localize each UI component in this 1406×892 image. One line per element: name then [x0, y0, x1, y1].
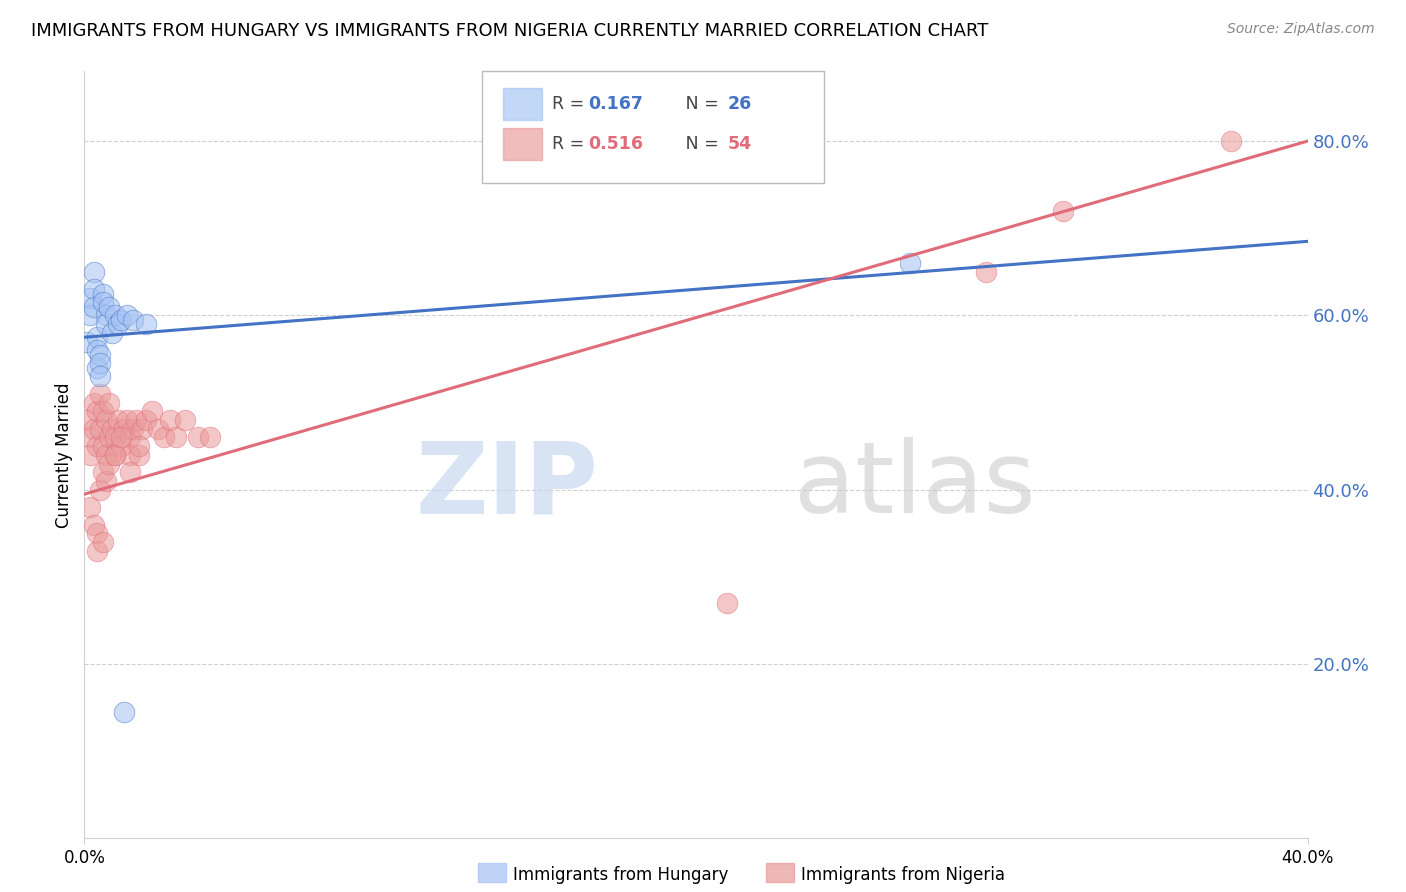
Text: 0.516: 0.516	[588, 136, 644, 153]
Point	[153, 430, 176, 444]
Point	[83, 265, 105, 279]
Point	[91, 439, 114, 453]
Point	[94, 309, 117, 323]
Point	[107, 413, 129, 427]
Text: IMMIGRANTS FROM HUNGARY VS IMMIGRANTS FROM NIGERIA CURRENTLY MARRIED CORRELATION: IMMIGRANTS FROM HUNGARY VS IMMIGRANTS FR…	[31, 22, 988, 40]
Point	[122, 313, 145, 327]
FancyBboxPatch shape	[482, 71, 824, 183]
Point	[97, 395, 120, 409]
Point	[141, 404, 163, 418]
Point	[120, 430, 142, 444]
Point	[1052, 203, 1074, 218]
Text: atlas: atlas	[794, 437, 1035, 534]
Point	[125, 413, 148, 427]
Point	[79, 430, 101, 444]
Point	[79, 500, 101, 515]
Point	[94, 474, 117, 488]
Point	[76, 334, 98, 349]
Point	[97, 300, 120, 314]
Point	[198, 430, 221, 444]
Point	[83, 395, 105, 409]
Point	[91, 295, 114, 310]
Text: 26: 26	[728, 95, 752, 113]
Point	[89, 483, 111, 497]
Point	[86, 439, 108, 453]
Text: R =: R =	[551, 136, 589, 153]
Text: N =: N =	[669, 136, 724, 153]
Point	[128, 439, 150, 453]
Bar	[503, 128, 541, 161]
Point	[94, 317, 117, 331]
Text: Immigrants from Hungary: Immigrants from Hungary	[513, 866, 728, 884]
Point	[91, 404, 114, 418]
Point	[83, 517, 105, 532]
Point	[110, 313, 132, 327]
Point	[79, 309, 101, 323]
Point	[86, 526, 108, 541]
Text: ZIP: ZIP	[415, 437, 598, 534]
Point	[76, 413, 98, 427]
Point	[110, 430, 132, 444]
Point	[976, 265, 998, 279]
Text: Immigrants from Nigeria: Immigrants from Nigeria	[801, 866, 1005, 884]
Point	[86, 330, 108, 344]
Point	[89, 422, 111, 436]
Text: 0.167: 0.167	[588, 95, 643, 113]
Point	[91, 466, 114, 480]
Point	[94, 448, 117, 462]
Point	[122, 422, 145, 436]
Point	[115, 413, 138, 427]
Text: Source: ZipAtlas.com: Source: ZipAtlas.com	[1227, 22, 1375, 37]
Text: N =: N =	[669, 95, 724, 113]
Point	[159, 413, 181, 427]
Point	[128, 448, 150, 462]
Point	[89, 387, 111, 401]
Y-axis label: Currently Married: Currently Married	[55, 382, 73, 528]
Point	[104, 309, 127, 323]
Point	[91, 286, 114, 301]
Point	[79, 448, 101, 462]
Point	[97, 430, 120, 444]
Point	[83, 300, 105, 314]
Point	[120, 448, 142, 462]
Point	[91, 535, 114, 549]
Point	[112, 705, 135, 719]
Point	[107, 317, 129, 331]
Point	[79, 291, 101, 305]
Point	[135, 413, 157, 427]
Point	[110, 439, 132, 453]
Point	[716, 596, 738, 610]
Point	[112, 422, 135, 436]
Point	[104, 430, 127, 444]
Point	[86, 343, 108, 358]
Bar	[503, 88, 541, 120]
Text: 54: 54	[728, 136, 752, 153]
Point	[104, 448, 127, 462]
Text: R =: R =	[551, 95, 589, 113]
Point	[94, 413, 117, 427]
Point	[89, 348, 111, 362]
Point	[83, 282, 105, 296]
Point	[146, 422, 169, 436]
Point	[174, 413, 197, 427]
Point	[1220, 134, 1243, 148]
Point	[115, 309, 138, 323]
Point	[89, 369, 111, 384]
Point	[101, 326, 124, 340]
Point	[86, 360, 108, 375]
Point	[97, 457, 120, 471]
Point	[83, 422, 105, 436]
Point	[135, 317, 157, 331]
Point	[101, 422, 124, 436]
Point	[89, 356, 111, 370]
Point	[120, 466, 142, 480]
Point	[186, 430, 208, 444]
Point	[104, 448, 127, 462]
Point	[165, 430, 187, 444]
Point	[86, 543, 108, 558]
Point	[131, 422, 153, 436]
Point	[898, 256, 921, 270]
Point	[86, 404, 108, 418]
